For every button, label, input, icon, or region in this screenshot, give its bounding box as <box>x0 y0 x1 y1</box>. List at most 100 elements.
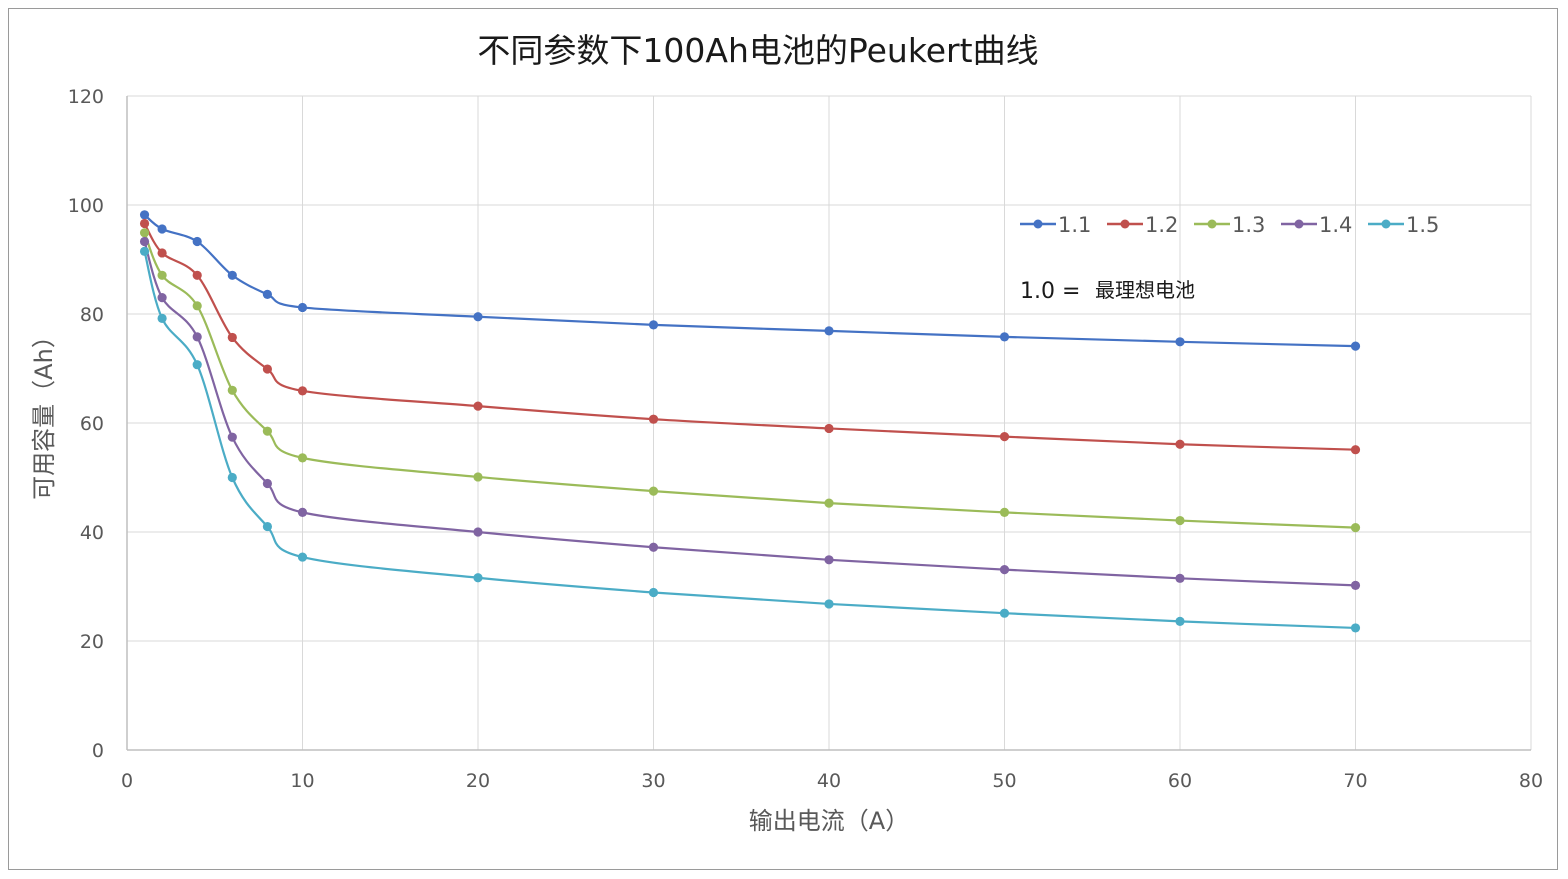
series-line <box>143 241 1356 587</box>
series-layer <box>139 210 1361 633</box>
data-point <box>192 236 202 247</box>
data-point <box>999 565 1010 575</box>
y-tick-label: 60 <box>80 413 104 435</box>
x-tick-label: 50 <box>992 770 1016 792</box>
data-point <box>297 552 308 562</box>
data-point <box>648 486 659 496</box>
annotation-value: 1.0 = <box>1020 279 1080 304</box>
x-tick-label: 70 <box>1343 770 1367 792</box>
data-point <box>297 386 308 396</box>
data-point <box>824 555 834 565</box>
chart-frame <box>8 8 1558 870</box>
x-axis-label: 输出电流（A） <box>749 807 909 835</box>
data-point <box>139 218 150 229</box>
data-point <box>473 312 483 322</box>
data-point <box>1175 573 1185 583</box>
x-tick-label: 20 <box>466 770 490 792</box>
y-tick-label: 20 <box>80 631 104 653</box>
data-point <box>227 332 237 343</box>
series-1.4 <box>139 236 1361 591</box>
data-point <box>262 364 272 374</box>
data-point <box>139 236 150 247</box>
data-point <box>157 293 167 303</box>
data-point <box>227 385 237 395</box>
series-line <box>143 222 1356 451</box>
legend-item: 1.3 <box>1194 213 1265 237</box>
data-point <box>1350 580 1361 591</box>
x-tick-label: 80 <box>1519 770 1543 792</box>
data-point <box>648 414 659 424</box>
data-point <box>192 360 202 370</box>
legend-label: 1.4 <box>1319 213 1352 237</box>
data-point <box>139 246 150 256</box>
x-tick-label: 10 <box>290 770 314 792</box>
data-point <box>192 301 202 311</box>
data-point <box>262 289 272 299</box>
data-point <box>192 332 202 342</box>
data-point <box>824 599 834 609</box>
data-point <box>648 542 659 552</box>
axes <box>126 96 1531 751</box>
series-line <box>143 251 1356 630</box>
data-point <box>1175 439 1185 449</box>
y-axis-label: 可用容量（Ah） <box>30 324 58 500</box>
x-tick-label: 40 <box>817 770 841 792</box>
data-point <box>648 320 659 330</box>
data-point <box>1175 616 1185 626</box>
data-point <box>227 472 237 483</box>
series-1.2 <box>139 218 1361 455</box>
data-point <box>1350 523 1361 533</box>
series-line <box>143 213 1356 348</box>
data-point <box>1350 341 1361 351</box>
x-tick-label: 60 <box>1168 770 1192 792</box>
legend-swatch-marker <box>1033 219 1043 229</box>
grid-lines <box>127 95 1532 750</box>
legend-label: 1.1 <box>1058 213 1091 237</box>
data-point <box>139 210 150 220</box>
legend-swatch-marker <box>1207 219 1217 229</box>
series-1.1 <box>139 210 1361 351</box>
data-point <box>297 507 308 517</box>
data-point <box>192 270 202 280</box>
data-point <box>1175 337 1185 347</box>
data-point <box>157 313 167 323</box>
data-point <box>262 521 272 532</box>
legend: 1.1 1.2 1.3 1.4 1.5 <box>1020 213 1439 237</box>
legend-swatch-marker <box>1120 219 1130 229</box>
series-1.5 <box>139 246 1361 633</box>
data-point <box>648 587 659 598</box>
data-point <box>297 453 308 463</box>
annotation-text: 最理想电池 <box>1095 278 1195 302</box>
data-point <box>262 426 272 436</box>
legend-item: 1.5 <box>1368 213 1439 237</box>
chart-title: 不同参数下100Ah电池的Peukert曲线 <box>477 31 1038 70</box>
x-tick-label: 0 <box>121 770 133 792</box>
data-point <box>473 527 483 537</box>
data-point <box>157 270 167 280</box>
legend-item: 1.1 <box>1020 213 1091 237</box>
legend-item: 1.4 <box>1281 213 1352 237</box>
series-line <box>143 232 1356 529</box>
data-point <box>473 573 483 583</box>
data-point <box>999 507 1010 517</box>
x-tick-labels: 0 10 20 30 40 50 60 70 80 <box>121 770 1543 792</box>
y-tick-label: 40 <box>80 522 104 544</box>
y-tick-label: 80 <box>80 304 104 326</box>
data-point <box>297 302 308 313</box>
data-point <box>139 228 150 238</box>
legend-label: 1.3 <box>1232 213 1265 237</box>
data-point <box>999 332 1010 342</box>
y-tick-labels: 0 20 40 60 80 100 120 <box>68 86 104 762</box>
legend-label: 1.2 <box>1145 213 1178 237</box>
data-point <box>824 326 834 336</box>
legend-swatch-marker <box>1381 219 1391 229</box>
data-point <box>999 608 1010 618</box>
y-tick-label: 120 <box>68 86 104 108</box>
data-point <box>1350 623 1361 633</box>
x-tick-label: 30 <box>641 770 665 792</box>
y-tick-label: 100 <box>68 195 104 217</box>
legend-swatch-marker <box>1294 219 1304 229</box>
y-tick-label: 0 <box>92 740 104 762</box>
data-point <box>1350 445 1361 455</box>
